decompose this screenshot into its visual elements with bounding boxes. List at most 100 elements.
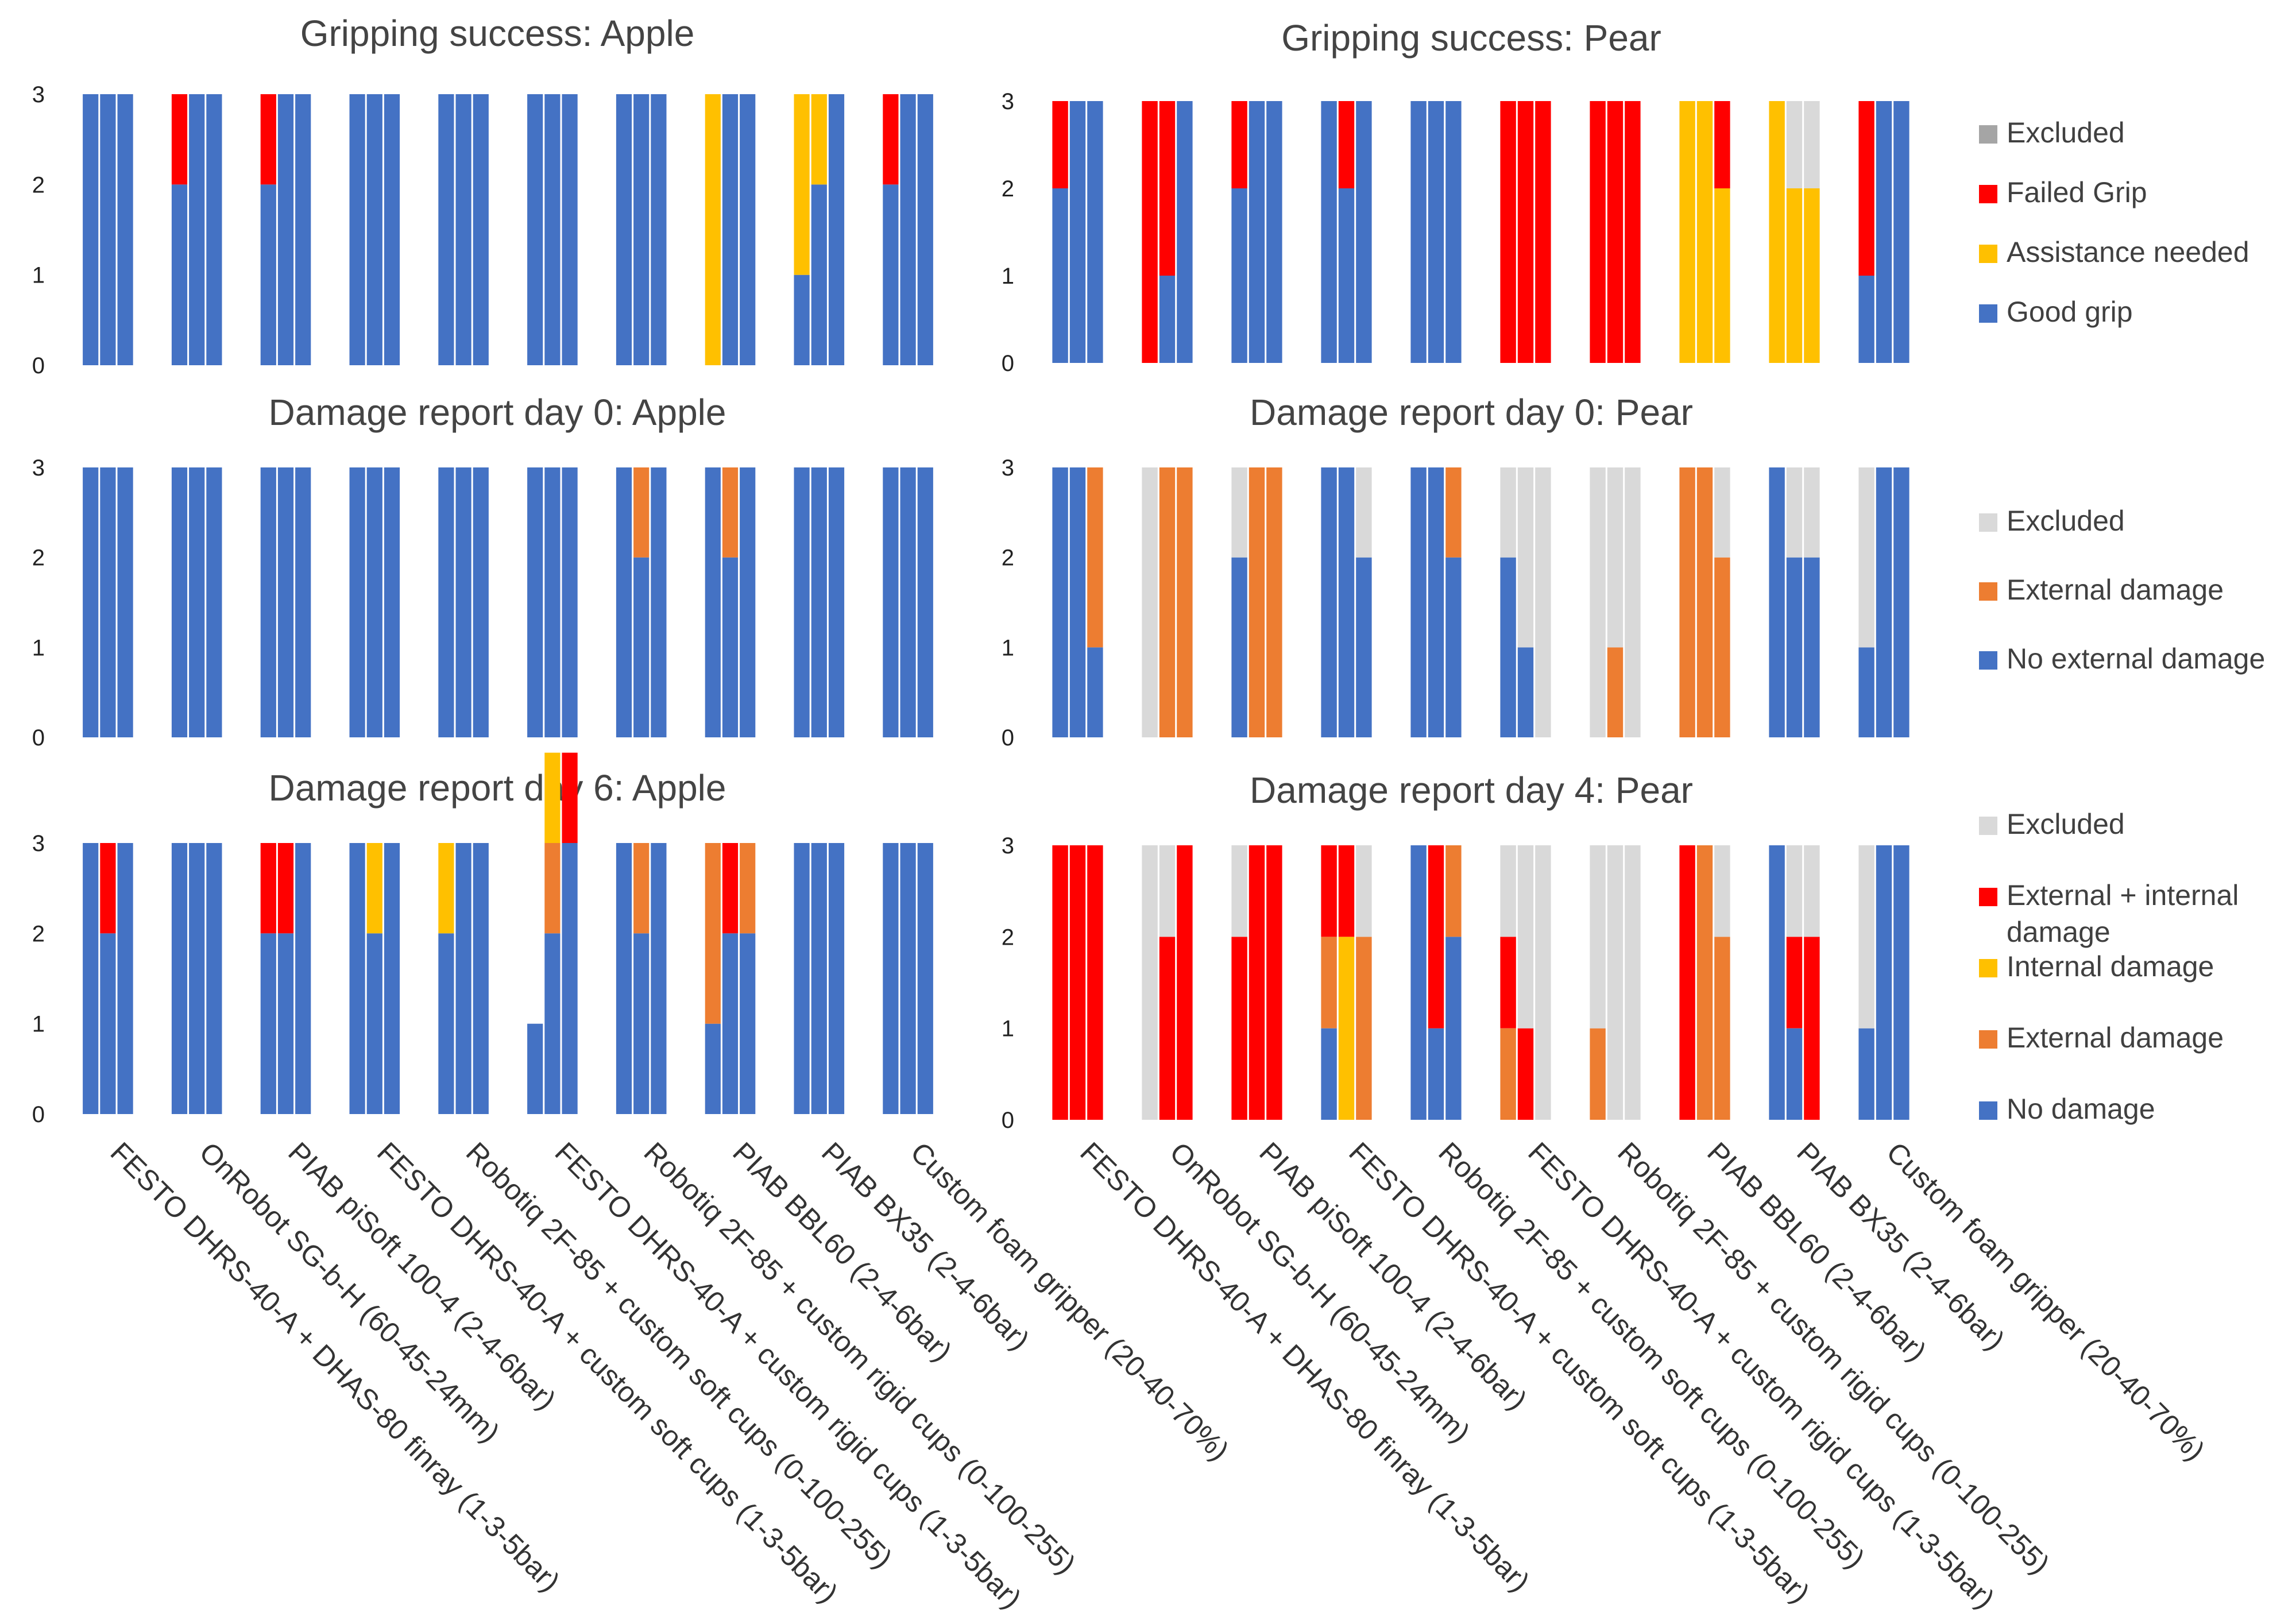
grip-pear-bar-g8-b0-s1 (1769, 101, 1785, 363)
dmg4-pear-bar-g0-b2-s3 (1087, 845, 1103, 1120)
dmg0-pear-bar-g4-b2-s0 (1445, 557, 1462, 737)
dmg6-apple-bar-g5-b1-s2 (544, 752, 561, 843)
dmg6-apple-bar-g0-b0-s0 (83, 843, 99, 1114)
dmg4-pear-bar-g5-b0-s1 (1500, 1028, 1516, 1120)
dmg0-pear-panel: Damage report day 0: Pear 0 1 2 3 Excluded Ext… (1002, 392, 2266, 751)
grip-apple-bar-g8-b0-s0 (794, 274, 810, 365)
dmg0-apple-bar-g7-b0-s0 (705, 467, 721, 737)
dmg4-pear-bar-g5-b0-s3 (1500, 937, 1516, 1028)
dmg0-apple-bar-g1-b2-s0 (206, 467, 222, 737)
dmg4-pear-bar-g8-b0-s0 (1769, 845, 1785, 1120)
dmg6-apple-bar-g7-b0-s1 (705, 843, 721, 1024)
grip-apple-bar-g7-b1-s0 (722, 94, 739, 365)
grip-pear-legend-label-2: Assistance needed (2007, 236, 2249, 268)
dmg0-apple-ytick-1: 1 (32, 635, 45, 660)
dmg0-apple-bar-g6-b1-s1 (633, 467, 650, 558)
dmg4-pear-ytick-3: 3 (1002, 833, 1014, 859)
grip-apple-bar-g6-b0-s0 (616, 94, 632, 365)
dmg4-pear-bar-g6-b0-s4 (1590, 845, 1606, 1028)
dmg0-apple-bar-g0-b2-s0 (117, 467, 133, 737)
dmg6-apple-bar-g6-b2-s0 (651, 843, 667, 1114)
dmg6-apple-bar-g2-b2-s0 (295, 843, 311, 1114)
dmg0-apple-bar-g8-b1-s0 (811, 467, 827, 737)
dmg0-pear-ytick-1: 1 (1002, 635, 1014, 660)
dmg4-pear-bar-g8-b1-s4 (1786, 845, 1803, 937)
grip-apple-bar-g6-b2-s0 (651, 94, 667, 365)
dmg0-pear-title: Damage report day 0: Pear (1250, 392, 1693, 433)
dmg4-pear-bar-g0-b0-s3 (1052, 845, 1068, 1120)
dmg6-apple-bar-g6-b1-s0 (633, 933, 650, 1114)
grip-pear-bar-g1-b0-s2 (1142, 101, 1158, 363)
dmg4-pear-bar-g9-b0-s0 (1858, 1028, 1874, 1120)
dmg0-apple-bar-g7-b1-s1 (722, 467, 739, 558)
grip-apple-bar-g6-b1-s0 (633, 94, 650, 365)
dmg0-pear-bar-g0-b2-s0 (1087, 647, 1103, 737)
grip-apple-bar-g1-b2-s0 (206, 94, 222, 365)
dmg4-pear-bar-g3-b1-s3 (1338, 845, 1355, 937)
grip-apple-bar-g7-b2-s0 (740, 94, 756, 365)
dmg0-pear-bar-g9-b1-s0 (1876, 467, 1892, 737)
dmg4-pear-bar-g7-b2-s1 (1714, 937, 1730, 1120)
grip-pear-bar-g0-b2-s0 (1087, 101, 1103, 363)
dmg4-pear-legend-swatch-1 (1979, 888, 1997, 906)
apple-category-label-9: Custom foam gripper (20-40-70%) (905, 1136, 1235, 1467)
grip-pear-ytick-3: 3 (1002, 89, 1014, 114)
grip-pear-bar-g4-b0-s0 (1410, 101, 1427, 363)
grip-apple-bar-g8-b1-s0 (811, 184, 827, 365)
dmg0-pear-bar-g7-b2-s1 (1714, 557, 1730, 737)
grip-pear-legend-label-3: Good grip (2007, 296, 2133, 328)
dmg0-apple-bar-g3-b2-s0 (384, 467, 400, 737)
dmg0-pear-bar-g0-b2-s1 (1087, 467, 1103, 648)
dmg0-pear-bar-g5-b0-s0 (1500, 557, 1516, 737)
grip-apple-title: Gripping success: Apple (300, 13, 695, 54)
dmg6-apple-bar-g1-b0-s0 (171, 843, 188, 1114)
grip-apple-bar-g9-b2-s0 (917, 94, 933, 365)
pear-category-label-9: Custom foam gripper (20-40-70%) (1880, 1136, 2211, 1467)
dmg4-pear-panel: Damage report day 4: Pear 0 1 2 3 Excluded Ext… (1002, 770, 2239, 1133)
grip-pear-bar-g6-b0-s2 (1590, 101, 1606, 363)
grip-apple-bar-g7-b0-s1 (705, 94, 721, 365)
grip-pear-bar-g8-b2-s1 (1804, 188, 1820, 363)
dmg0-pear-bar-g6-b1-s1 (1607, 647, 1624, 737)
dmg0-pear-bar-g6-b1-s2 (1607, 467, 1624, 648)
grip-pear-ytick-0: 0 (1002, 351, 1014, 376)
dmg4-pear-bar-g1-b1-s4 (1159, 845, 1176, 937)
dmg0-apple-bar-g5-b1-s0 (544, 467, 561, 737)
dmg4-pear-bar-g1-b1-s3 (1159, 937, 1176, 1120)
dmg6-apple-bar-g2-b1-s0 (277, 933, 294, 1114)
dmg6-apple-ytick-0: 0 (32, 1102, 45, 1127)
grip-apple-bar-g5-b1-s0 (544, 94, 561, 365)
dmg4-pear-bar-g6-b1-s4 (1607, 845, 1624, 1120)
dmg0-pear-bar-g4-b1-s0 (1428, 467, 1444, 737)
grip-pear-legend-swatch-3 (1979, 304, 1997, 323)
grip-apple-bar-g4-b0-s0 (438, 94, 454, 365)
dmg0-pear-bar-g4-b2-s1 (1445, 467, 1462, 558)
dmg4-pear-bar-g1-b2-s3 (1177, 845, 1193, 1120)
dmg4-pear-bar-g2-b2-s3 (1266, 845, 1282, 1120)
dmg6-apple-bar-g2-b1-s3 (277, 843, 294, 934)
dmg0-apple-bar-g3-b1-s0 (366, 467, 382, 737)
dmg6-apple-bar-g3-b1-s2 (366, 843, 382, 934)
dmg6-apple-ytick-1: 1 (32, 1012, 45, 1037)
dmg4-pear-bar-g9-b2-s0 (1893, 845, 1910, 1120)
dmg0-pear-bar-g6-b0-s2 (1590, 467, 1606, 737)
dmg4-pear-ytick-1: 1 (1002, 1016, 1014, 1042)
dmg0-apple-bar-g5-b0-s0 (527, 467, 543, 737)
dmg4-pear-bar-g4-b0-s0 (1410, 845, 1427, 1120)
grip-pear-bar-g0-b0-s0 (1052, 188, 1068, 363)
grip-pear-legend-swatch-0 (1979, 125, 1997, 144)
dmg0-apple-bar-g9-b2-s0 (917, 467, 933, 737)
dmg6-apple-bar-g8-b0-s0 (794, 843, 810, 1114)
grip-pear-bar-g4-b2-s0 (1445, 101, 1462, 363)
dmg4-pear-bar-g2-b0-s4 (1231, 845, 1247, 937)
dmg6-apple-bar-g5-b2-s3 (562, 752, 578, 843)
grip-pear-bar-g0-b0-s2 (1052, 101, 1068, 188)
dmg0-apple-bar-g4-b1-s0 (455, 467, 471, 737)
dmg6-apple-bar-g5-b1-s1 (544, 843, 561, 934)
grip-apple-ytick-2: 2 (32, 172, 45, 198)
grip-apple-panel: Gripping success: Apple 0 1 2 3 (32, 13, 933, 378)
dmg6-apple-bar-g5-b1-s0 (544, 933, 561, 1114)
dmg0-apple-bar-g0-b0-s0 (83, 467, 99, 737)
dmg6-apple-bar-g0-b1-s0 (100, 933, 116, 1114)
